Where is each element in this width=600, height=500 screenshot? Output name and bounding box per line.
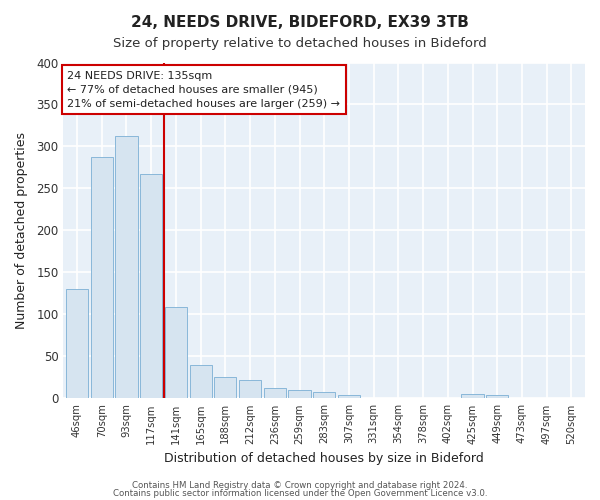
Bar	[313, 392, 335, 398]
Bar	[66, 290, 88, 399]
Text: Contains HM Land Registry data © Crown copyright and database right 2024.: Contains HM Land Registry data © Crown c…	[132, 480, 468, 490]
Text: 24 NEEDS DRIVE: 135sqm
← 77% of detached houses are smaller (945)
21% of semi-de: 24 NEEDS DRIVE: 135sqm ← 77% of detached…	[67, 71, 340, 109]
Text: 24, NEEDS DRIVE, BIDEFORD, EX39 3TB: 24, NEEDS DRIVE, BIDEFORD, EX39 3TB	[131, 15, 469, 30]
Y-axis label: Number of detached properties: Number of detached properties	[15, 132, 28, 329]
Bar	[486, 395, 508, 398]
Bar	[263, 388, 286, 398]
Bar	[190, 365, 212, 398]
Text: Size of property relative to detached houses in Bideford: Size of property relative to detached ho…	[113, 38, 487, 51]
Text: Contains public sector information licensed under the Open Government Licence v3: Contains public sector information licen…	[113, 489, 487, 498]
Bar	[289, 390, 311, 398]
X-axis label: Distribution of detached houses by size in Bideford: Distribution of detached houses by size …	[164, 452, 484, 465]
Bar	[239, 380, 261, 398]
Bar	[165, 307, 187, 398]
Bar	[214, 378, 236, 398]
Bar	[115, 136, 137, 398]
Bar	[338, 395, 360, 398]
Bar	[461, 394, 484, 398]
Bar	[140, 174, 163, 398]
Bar	[91, 158, 113, 398]
